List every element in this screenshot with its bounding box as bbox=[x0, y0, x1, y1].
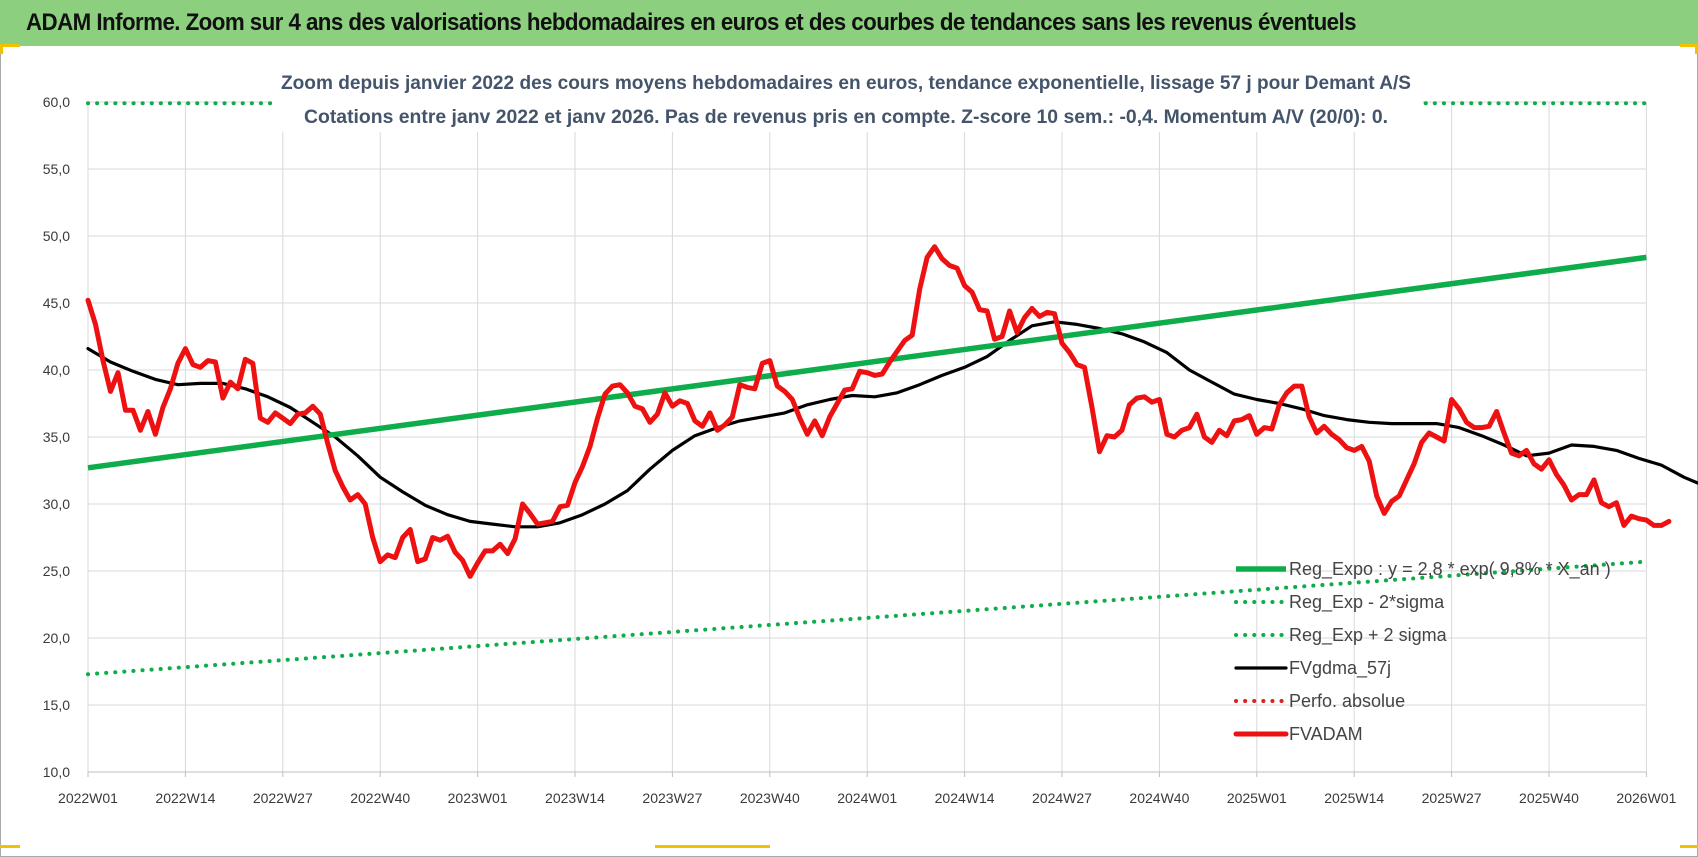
y-tick-label: 15,0 bbox=[43, 697, 70, 713]
legend-label: FVADAM bbox=[1289, 724, 1363, 744]
series-line-3 bbox=[86, 320, 1698, 529]
x-tick-label: 2025W40 bbox=[1519, 790, 1579, 806]
corner-mark-top-right-v bbox=[1695, 44, 1698, 54]
x-tick-label: 2024W14 bbox=[935, 790, 995, 806]
chart-subtitle-line1: Zoom depuis janvier 2022 des cours moyen… bbox=[281, 73, 1411, 94]
y-tick-label: 20,0 bbox=[43, 630, 70, 646]
corner-mark-top-right bbox=[1680, 44, 1698, 47]
x-tick-label: 2024W01 bbox=[837, 790, 897, 806]
legend-label: Perfo. absolue bbox=[1289, 691, 1405, 711]
series-layer bbox=[85, 101, 1698, 677]
x-tick-label: 2025W14 bbox=[1324, 790, 1384, 806]
x-tick-label: 2023W40 bbox=[740, 790, 800, 806]
x-tick-label: 2026W01 bbox=[1616, 790, 1676, 806]
legend-label: Reg_Exp - 2*sigma bbox=[1289, 592, 1445, 613]
y-tick-label: 25,0 bbox=[43, 563, 70, 579]
legend-label: Reg_Exp + 2 sigma bbox=[1289, 625, 1448, 646]
y-tick-label: 60,0 bbox=[43, 94, 70, 110]
y-tick-label: 50,0 bbox=[43, 228, 70, 244]
corner-mark-bottom-right bbox=[1680, 845, 1698, 848]
series-line-0 bbox=[87, 254, 1647, 471]
y-tick-label: 40,0 bbox=[43, 362, 70, 378]
title-banner: ADAM Informe. Zoom sur 4 ans des valoris… bbox=[0, 0, 1698, 46]
x-tick-label: 2022W14 bbox=[155, 790, 215, 806]
x-tick-label: 2024W27 bbox=[1032, 790, 1092, 806]
legend: Reg_Expo : y = 2,8 * exp( 9,8% * X_an ) R… bbox=[1233, 559, 1611, 744]
x-tick-label: 2023W27 bbox=[642, 790, 702, 806]
corner-mark-top-left bbox=[0, 44, 20, 47]
corner-mark-bottom-center bbox=[655, 845, 770, 848]
subtitle-background bbox=[272, 64, 1422, 132]
page-title: ADAM Informe. Zoom sur 4 ans des valoris… bbox=[26, 9, 1357, 36]
corner-mark-top-left-v bbox=[0, 44, 3, 54]
y-axis: 60,0 55,0 50,0 45,0 40,0 35,0 30,0 25,0 20,0 15,0… bbox=[43, 94, 70, 780]
series-line-5 bbox=[85, 244, 1672, 579]
corner-mark-bottom-left bbox=[0, 845, 20, 848]
x-tick-label: 2023W01 bbox=[448, 790, 508, 806]
y-tick-label: 55,0 bbox=[43, 161, 70, 177]
chart-subtitle-line2: Cotations entre janv 2022 et janv 2026. … bbox=[304, 107, 1388, 128]
y-tick-label: 35,0 bbox=[43, 429, 70, 445]
x-tick-label: 2025W01 bbox=[1227, 790, 1287, 806]
y-tick-label: 45,0 bbox=[43, 295, 70, 311]
legend-label: FVgdma_57j bbox=[1289, 658, 1391, 679]
legend-label: Reg_Expo : y = 2,8 * exp( 9,8% * X_an ) bbox=[1289, 559, 1611, 580]
x-tick-label: 2022W40 bbox=[350, 790, 410, 806]
y-tick-label: 30,0 bbox=[43, 496, 70, 512]
x-tick-label: 2025W27 bbox=[1422, 790, 1482, 806]
x-tick-label: 2022W01 bbox=[58, 790, 118, 806]
x-tick-label: 2024W40 bbox=[1129, 790, 1189, 806]
x-tick-label: 2023W14 bbox=[545, 790, 605, 806]
x-tick-label: 2022W27 bbox=[253, 790, 313, 806]
series-line-1 bbox=[86, 559, 1649, 677]
x-axis: 2022W01 2022W14 2022W27 2022W40 2023W01 2023W… bbox=[58, 771, 1677, 806]
y-tick-label: 10,0 bbox=[43, 764, 70, 780]
